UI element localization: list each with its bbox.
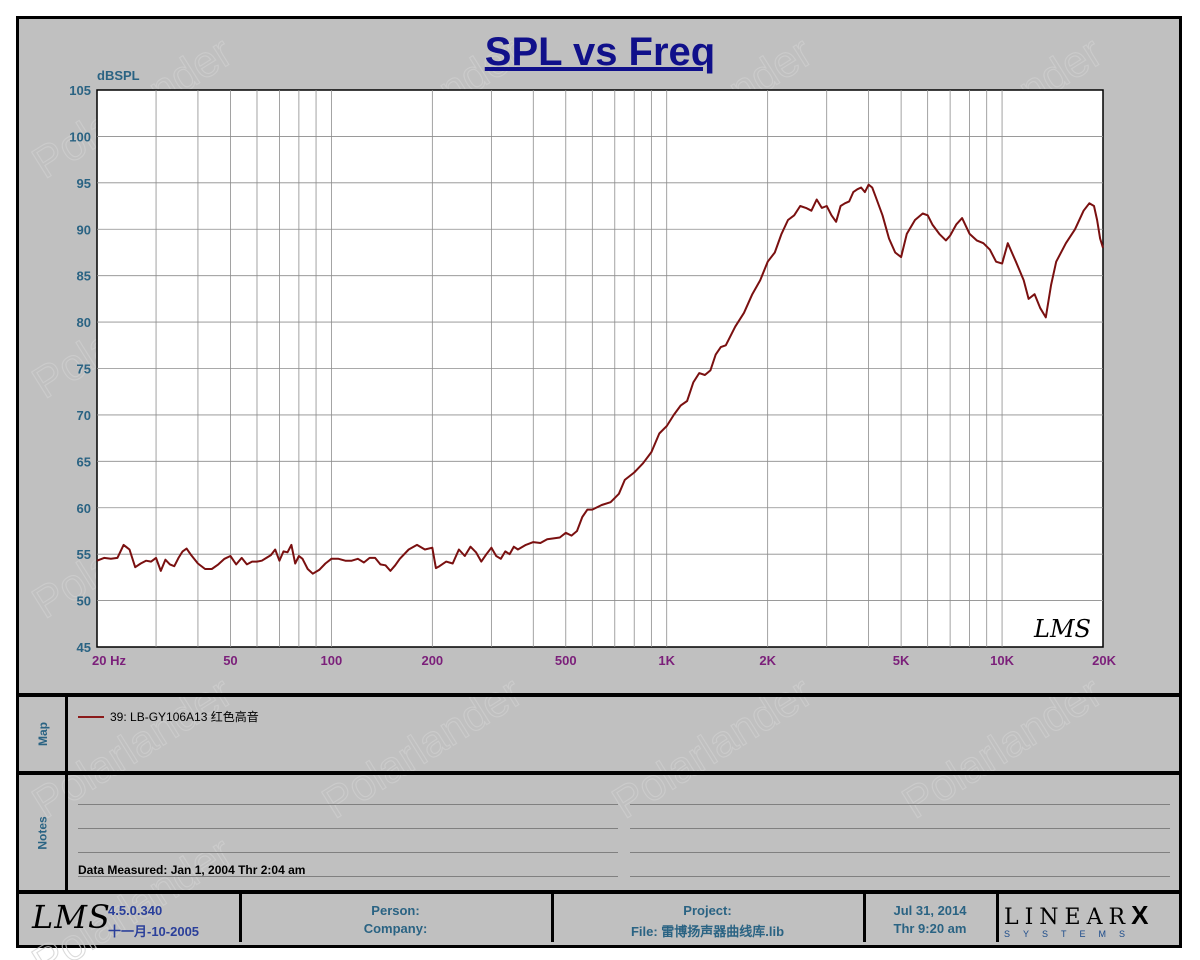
footer-time: Thr 9:20 am [893,921,967,936]
y-tick-label: 70 [77,408,91,423]
y-tick-label: 100 [69,129,91,144]
note-line [78,828,618,829]
x-tick-label: 500 [555,653,577,668]
note-line [630,828,1170,829]
note-line [630,876,1170,877]
section-label-divider [65,697,68,893]
footer-date: Jul 31, 2014 [893,903,967,918]
y-tick-label: 95 [77,176,91,191]
note-line [78,876,618,877]
y-tick-label: 60 [77,501,91,516]
legend-label: 39: LB-GY106A13 红色高音 [110,710,259,724]
spl-series-line [96,183,1104,575]
data-measured-text: Data Measured: Jan 1, 2004 Thr 2:04 am [78,863,306,877]
y-tick-label: 45 [77,640,91,655]
divider-notes-top [16,771,1182,775]
footer-separator [239,894,242,942]
note-line [78,804,618,805]
person-label: Person: [371,903,420,918]
company-label: Company: [363,921,428,936]
x-tick-label: 20 Hz [92,653,126,668]
x-tick-label: 200 [421,653,443,668]
y-tick-label: 90 [77,222,91,237]
y-tick-label: 50 [77,594,91,609]
project-label: Project: [683,903,732,918]
footer-separator [863,894,866,942]
x-tick-label: 20K [1092,653,1116,668]
lms-footer-logo: LMS [32,898,111,936]
y-tick-label: 80 [77,315,91,330]
linearx-brand-sub: SYSTEMS [1004,929,1139,939]
note-line [630,852,1170,853]
linearx-brand-main: LINEAR [1004,905,1132,930]
y-tick-label: 65 [77,454,91,469]
lms-plot-mark: LMS [1033,615,1091,643]
legend-entry: 39: LB-GY106A13 红色高音 [78,708,259,725]
file-label: File: 雷博扬声器曲线库.lib [630,924,785,939]
y-tick-label: 55 [77,547,91,562]
version-text: 4.5.0.340 [108,903,163,918]
divider-map-top [16,693,1182,697]
footer-separator [996,894,999,942]
x-tick-label: 100 [321,653,343,668]
x-tick-label: 1K [658,653,675,668]
footer-separator [551,894,554,942]
map-section-label: Map [36,722,50,746]
y-tick-label: 85 [77,269,91,284]
x-tick-label: 50 [223,653,237,668]
y-tick-label: 75 [77,362,91,377]
notes-section-label: Notes [36,815,50,850]
note-line [78,852,618,853]
note-line [630,804,1170,805]
chart-title: SPL vs Freq [484,30,716,74]
x-tick-label: 2K [759,653,776,668]
divider-footer-top [16,890,1182,894]
version-date: 十一月-10-2005 [108,924,200,939]
x-tick-label: 5K [893,653,910,668]
y-tick-label: 105 [69,83,91,98]
linearx-brand-x: X [1131,900,1149,930]
linearx-logo: LINEARX SYSTEMS [1004,900,1174,939]
x-tick-label: 10K [990,653,1014,668]
y-axis-label: dBSPL [97,68,140,83]
legend-swatch [78,715,104,718]
